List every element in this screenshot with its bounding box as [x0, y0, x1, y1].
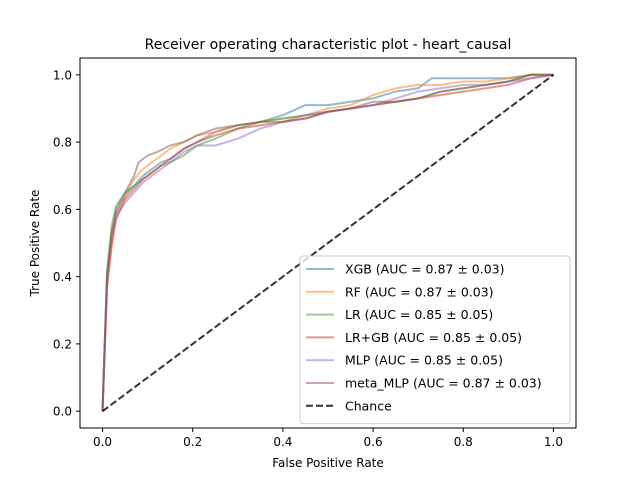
chart-title: Receiver operating characteristic plot -… [145, 37, 512, 53]
x-tick-label: 1.0 [544, 435, 563, 449]
y-tick-label: 0.8 [53, 136, 72, 150]
legend: XGB (AUC = 0.87 ± 0.03) RF (AUC = 0.87 ± … [299, 255, 571, 425]
x-tick-label: 0.2 [183, 435, 202, 449]
legend-label: LR (AUC = 0.85 ± 0.05) [345, 307, 493, 322]
series-line-5 [101, 73, 554, 412]
legend-label: XGB (AUC = 0.87 ± 0.03) [345, 262, 505, 277]
legend-label: MLP (AUC = 0.85 ± 0.05) [345, 353, 503, 368]
x-tick-label: 0.6 [364, 435, 383, 449]
axes-frame [79, 57, 577, 429]
y-axis: 0.0 0.2 0.4 0.6 0.8 1.0 [53, 68, 80, 419]
y-tick-label: 0.0 [53, 405, 72, 419]
legend-box [299, 255, 571, 425]
y-tick-label: 0.4 [53, 270, 72, 284]
y-tick-label: 1.0 [53, 68, 72, 82]
legend-label: Chance [345, 398, 392, 413]
x-tick-label: 0.8 [454, 435, 473, 449]
series-line-6 [101, 73, 555, 413]
x-axis: 0.0 0.2 0.4 0.6 0.8 1.0 [93, 428, 563, 449]
y-tick-label: 0.6 [53, 203, 72, 217]
y-tick-label: 0.2 [53, 337, 72, 351]
legend-label: meta_MLP (AUC = 0.87 ± 0.03) [345, 376, 542, 391]
legend-label: LR+GB (AUC = 0.85 ± 0.05) [345, 330, 522, 345]
series-line-3 [101, 73, 554, 412]
legend-label: RF (AUC = 0.87 ± 0.03) [345, 284, 494, 299]
series-line-4 [101, 73, 554, 412]
x-tick-label: 0.0 [93, 435, 112, 449]
plot-area [79, 57, 577, 429]
x-tick-label: 0.4 [273, 435, 292, 449]
x-axis-label: False Positive Rate [272, 456, 384, 470]
y-axis-label: True Positive Rate [28, 190, 42, 298]
